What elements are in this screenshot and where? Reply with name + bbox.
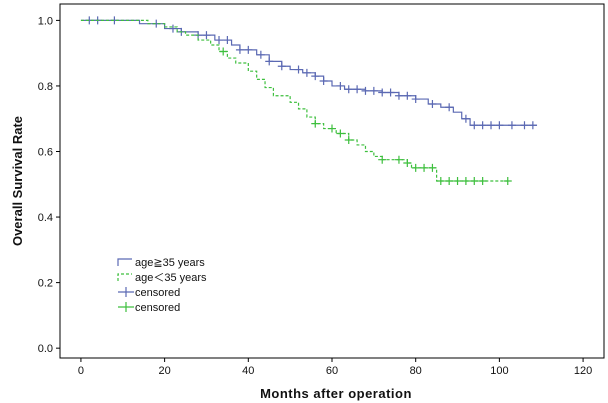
censored-mark bbox=[294, 65, 303, 74]
censored-mark bbox=[344, 136, 353, 145]
censored-mark bbox=[495, 121, 504, 130]
censored-mark bbox=[319, 77, 328, 86]
x-tick-label: 80 bbox=[410, 365, 422, 377]
censored-mark bbox=[344, 85, 353, 94]
censored-mark bbox=[328, 124, 336, 133]
x-tick-label: 20 bbox=[158, 365, 170, 377]
censored-mark bbox=[520, 121, 529, 130]
censored-mark bbox=[461, 114, 470, 123]
censored-mark bbox=[528, 121, 537, 130]
censored-mark bbox=[202, 31, 211, 40]
censored-mark bbox=[223, 36, 232, 45]
censored-mark bbox=[445, 103, 454, 112]
legend-label: age＜35 years bbox=[135, 272, 207, 284]
censored-mark bbox=[394, 155, 403, 164]
censored-mark bbox=[461, 177, 470, 185]
censored-mark bbox=[235, 45, 244, 54]
censored-mark bbox=[311, 119, 320, 128]
x-tick-label: 40 bbox=[242, 365, 254, 377]
censored-mark bbox=[411, 163, 420, 172]
censored-mark bbox=[436, 177, 445, 185]
censored-mark bbox=[428, 163, 437, 172]
y-tick-label: 0.6 bbox=[38, 147, 53, 159]
survival-curve-age-under-35 bbox=[80, 19, 508, 182]
legend-marker-swatch bbox=[118, 302, 134, 312]
censored-mark bbox=[244, 45, 253, 54]
censored-mark bbox=[428, 99, 437, 108]
censored-mark bbox=[168, 24, 177, 33]
x-tick-label: 60 bbox=[326, 365, 338, 377]
y-tick-label: 0.4 bbox=[38, 212, 53, 224]
legend-line-swatch bbox=[117, 258, 132, 266]
censored-mark bbox=[420, 163, 429, 172]
censored-mark bbox=[256, 50, 265, 59]
censored-mark bbox=[277, 62, 286, 71]
censored-mark bbox=[470, 121, 479, 130]
censored-mark bbox=[478, 177, 487, 185]
x-tick-label: 120 bbox=[574, 365, 592, 377]
censored-mark bbox=[311, 72, 320, 81]
censored-mark bbox=[394, 91, 403, 100]
censored-mark bbox=[487, 121, 496, 130]
legend-label: censored bbox=[135, 287, 180, 299]
x-tick-label: 0 bbox=[78, 365, 84, 377]
x-tick-label: 100 bbox=[490, 365, 508, 377]
censored-mark bbox=[403, 91, 412, 100]
censored-mark bbox=[403, 158, 412, 167]
censored-mark bbox=[336, 81, 345, 90]
censored-mark bbox=[361, 86, 370, 95]
censored-mark bbox=[265, 57, 274, 66]
censored-mark bbox=[353, 85, 362, 94]
censored-mark bbox=[386, 88, 395, 97]
censored-mark bbox=[503, 177, 512, 185]
censored-mark bbox=[470, 177, 479, 185]
y-tick-label: 0.0 bbox=[38, 343, 53, 355]
censored-mark bbox=[453, 177, 462, 185]
legend-label: age≧35 years bbox=[135, 257, 205, 269]
legend-label: censored bbox=[135, 302, 180, 314]
censored-mark bbox=[369, 86, 378, 95]
y-tick-label: 0.2 bbox=[38, 278, 53, 290]
censored-mark bbox=[478, 121, 487, 130]
censored-mark bbox=[302, 68, 311, 77]
censored-mark bbox=[215, 36, 224, 45]
censored-mark bbox=[219, 47, 228, 56]
y-tick-label: 0.8 bbox=[38, 81, 53, 93]
censored-mark bbox=[378, 88, 387, 97]
censored-mark bbox=[445, 177, 454, 185]
legend-marker-swatch bbox=[118, 287, 134, 297]
censored-mark bbox=[336, 129, 345, 138]
censored-mark bbox=[378, 155, 387, 164]
censored-mark bbox=[507, 121, 516, 130]
y-tick-label: 1.0 bbox=[38, 15, 53, 27]
legend-line-swatch bbox=[117, 273, 132, 281]
censored-mark bbox=[411, 95, 420, 104]
y-axis-title: Overall Survival Rate bbox=[10, 116, 25, 246]
x-axis-title: Months after operation bbox=[260, 386, 412, 401]
